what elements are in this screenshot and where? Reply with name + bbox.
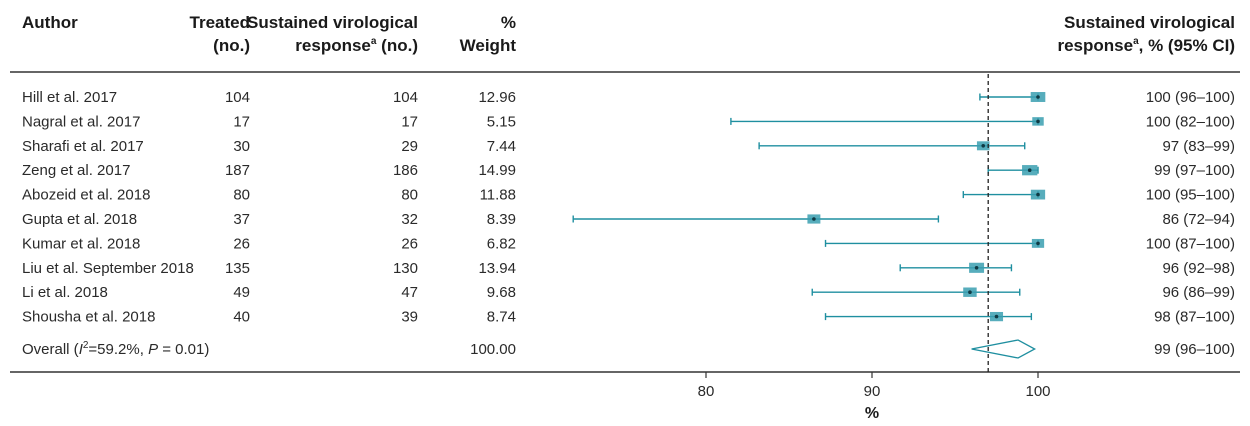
header-treated-line1: Treated [190, 13, 250, 32]
study-ci-text: 100 (95–100) [1146, 187, 1235, 204]
study-treated: 26 [233, 235, 250, 252]
study-ci-text: 100 (87–100) [1146, 235, 1235, 252]
x-axis-label: % [865, 405, 879, 422]
study-author: Sharafi et al. 2017 [22, 138, 144, 155]
study-treated: 104 [225, 89, 250, 106]
study-author: Liu et al. September 2018 [22, 260, 194, 277]
study-ci-text: 97 (83–99) [1162, 138, 1235, 155]
study-author: Gupta et al. 2018 [22, 211, 137, 228]
study-weight: 6.82 [487, 235, 516, 252]
point-estimate [1027, 168, 1032, 172]
study-row: Liu et al. September 2018 135 130 13.94 96 (… [22, 260, 1235, 277]
overall-row: Overall (I2=59.2%, P = 0.01) 100.00 99 (… [22, 339, 1235, 359]
study-svr: 186 [393, 162, 418, 179]
study-row: Abozeid et al. 2018 80 80 11.88 100 (95–100) [22, 187, 1235, 204]
study-row: Kumar et al. 2018 26 26 6.82 100 (87–100) [22, 235, 1235, 252]
x-axis: 80 90 100 [698, 372, 1051, 400]
x-tick-label: 100 [1025, 383, 1050, 400]
header-ci-line2: responsea, % (95% CI) [1057, 36, 1235, 55]
study-row: Nagral et al. 2017 17 17 5.15 100 (82–100) [22, 113, 1235, 130]
study-row: Li et al. 2018 49 47 9.68 96 (86–99) [22, 284, 1235, 301]
study-row: Zeng et al. 2017 187 186 14.99 99 (97–100) [22, 162, 1235, 179]
study-treated: 40 [233, 309, 250, 326]
study-svr: 29 [401, 138, 418, 155]
study-svr: 39 [401, 309, 418, 326]
study-ci-text: 96 (86–99) [1162, 284, 1235, 301]
study-row: Hill et al. 2017 104 104 12.96 100 (96–100) [22, 89, 1235, 106]
study-weight: 13.94 [478, 260, 516, 277]
study-rows: Hill et al. 2017 104 104 12.96 100 (96–100) N… [22, 89, 1235, 326]
study-weight: 12.96 [478, 89, 516, 106]
study-ci-text: 98 (87–100) [1154, 309, 1235, 326]
study-ci-text: 96 (92–98) [1162, 260, 1235, 277]
overall-diamond [971, 339, 1037, 359]
overall-weight: 100.00 [470, 341, 516, 358]
study-author: Hill et al. 2017 [22, 89, 117, 106]
study-author: Nagral et al. 2017 [22, 113, 140, 130]
study-weight: 14.99 [478, 162, 516, 179]
study-treated: 187 [225, 162, 250, 179]
header-svr-line2: responsea (no.) [295, 36, 418, 55]
study-weight: 5.15 [487, 113, 516, 130]
study-treated: 37 [233, 211, 250, 228]
study-svr: 130 [393, 260, 418, 277]
header-treated-line2: (no.) [213, 36, 250, 55]
study-svr: 104 [393, 89, 418, 106]
point-estimate [994, 314, 999, 319]
point-estimate [974, 266, 979, 270]
study-treated: 135 [225, 260, 250, 277]
header-ci-line1: Sustained virological [1064, 13, 1235, 32]
header-author: Author [22, 13, 78, 32]
point-estimate [1036, 119, 1040, 124]
overall-ci-text: 99 (96–100) [1154, 341, 1235, 358]
header-row: Author Treated (no.) Sustained virologic… [22, 13, 1235, 55]
header-weight-line2: Weight [460, 36, 517, 55]
study-weight: 7.44 [487, 138, 516, 155]
study-weight: 8.39 [487, 211, 516, 228]
study-treated: 17 [233, 113, 250, 130]
point-estimate [812, 217, 816, 221]
study-ci-text: 100 (82–100) [1146, 113, 1235, 130]
point-estimate [968, 290, 972, 295]
study-treated: 49 [233, 284, 250, 301]
study-weight: 11.88 [480, 187, 516, 204]
study-author: Abozeid et al. 2018 [22, 187, 150, 204]
study-author: Li et al. 2018 [22, 284, 108, 301]
study-row: Shousha et al. 2018 40 39 8.74 98 (87–100) [22, 309, 1235, 326]
point-estimate [981, 144, 986, 148]
study-svr: 47 [401, 284, 418, 301]
study-row: Gupta et al. 2018 37 32 8.39 86 (72–94) [22, 211, 1235, 228]
study-author: Kumar et al. 2018 [22, 235, 140, 252]
point-estimate [1036, 192, 1040, 197]
header-svr-line1: Sustained virological [247, 13, 418, 32]
header-weight-line1: % [501, 13, 516, 32]
study-ci-text: 100 (96–100) [1146, 89, 1235, 106]
study-treated: 30 [233, 138, 250, 155]
study-author: Zeng et al. 2017 [22, 162, 130, 179]
study-ci-text: 86 (72–94) [1162, 211, 1235, 228]
study-author: Shousha et al. 2018 [22, 309, 155, 326]
study-svr: 17 [401, 113, 418, 130]
x-tick-label: 90 [864, 383, 881, 400]
point-estimate [1036, 241, 1040, 246]
study-svr: 32 [401, 211, 418, 228]
study-svr: 80 [401, 187, 418, 204]
overall-label: Overall (I2=59.2%, P = 0.01) [22, 340, 209, 358]
point-estimate [1036, 95, 1040, 99]
study-ci-text: 99 (97–100) [1154, 162, 1235, 179]
study-weight: 8.74 [487, 309, 516, 326]
study-treated: 80 [233, 187, 250, 204]
study-weight: 9.68 [487, 284, 516, 301]
study-row: Sharafi et al. 2017 30 29 7.44 97 (83–99) [22, 138, 1235, 155]
x-tick-label: 80 [698, 383, 715, 400]
study-svr: 26 [401, 235, 418, 252]
